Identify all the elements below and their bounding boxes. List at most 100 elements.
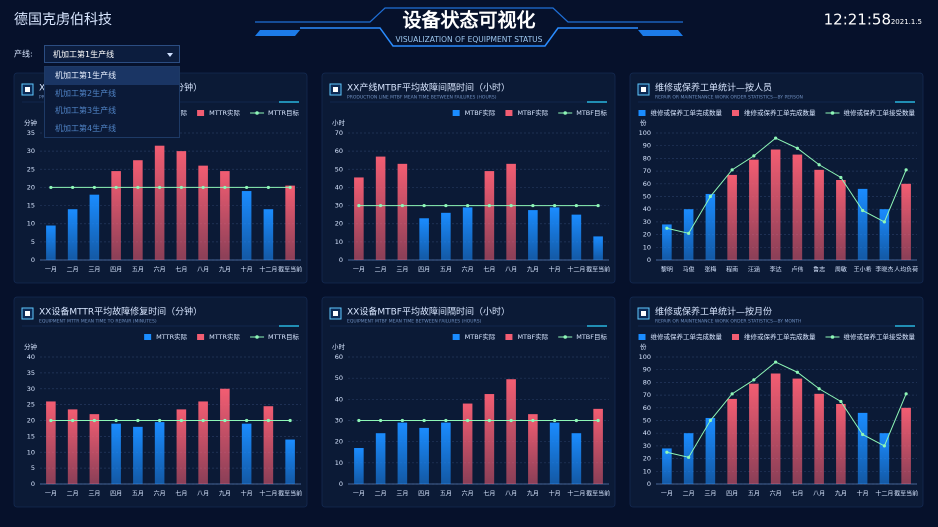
bar xyxy=(484,394,495,484)
x-tick-label: 截至当前 xyxy=(586,490,610,498)
x-tick-label: 马俊 xyxy=(683,266,695,274)
bar xyxy=(836,403,846,484)
bar xyxy=(549,422,560,484)
line-point xyxy=(861,208,865,213)
bar xyxy=(375,433,386,484)
line-point xyxy=(708,418,712,423)
bar xyxy=(285,439,295,484)
bar xyxy=(46,225,56,260)
bar xyxy=(549,207,560,260)
line-point xyxy=(904,168,908,172)
bar xyxy=(419,218,429,260)
legend-swatch xyxy=(732,110,739,116)
chart-subtitle: EQUIPMENT MTBF MEAN TIME BETWEEN FAILURE… xyxy=(347,319,482,325)
x-tick-label: 八月 xyxy=(197,267,209,274)
legend-swatch xyxy=(255,111,259,115)
bar xyxy=(462,207,473,260)
bar xyxy=(67,409,78,484)
bar xyxy=(285,185,295,260)
selector-option[interactable]: 机加工第2生产线 xyxy=(55,88,117,98)
x-tick-label: 十月 xyxy=(241,266,253,274)
legend-swatch xyxy=(197,334,205,340)
x-tick-label: 三月 xyxy=(88,267,100,274)
bar xyxy=(133,426,143,484)
y-tick-label: 35 xyxy=(27,369,35,377)
y-tick-label: 25 xyxy=(27,401,35,409)
x-tick-label: 截至当前 xyxy=(894,490,918,498)
line-point xyxy=(687,231,691,235)
legend-swatch xyxy=(255,335,259,339)
selector-option[interactable]: 机加工第3生产线 xyxy=(55,106,117,115)
chart-title: 维修或保养工单统计—按月份 xyxy=(655,306,772,318)
chart-subtitle: PRODUCTION LINE MTBF MEAN TIME BETWEEN F… xyxy=(347,95,497,101)
x-tick-label: 四月 xyxy=(726,491,738,498)
bar xyxy=(220,171,230,260)
line-point xyxy=(357,418,361,423)
selector-options: 机加工第1生产线 机加工第2生产线 机加工第3生产线 机加工第4生产线 xyxy=(44,66,180,138)
bar xyxy=(662,224,672,260)
y-tick-label: 50 xyxy=(335,374,343,382)
legend-label: MTTR实际 xyxy=(209,108,240,117)
x-tick-label: 二月 xyxy=(67,267,79,274)
bar xyxy=(154,145,165,260)
line-point xyxy=(201,185,205,190)
x-tick-label: 五月 xyxy=(132,491,144,498)
bar xyxy=(506,163,516,260)
y-axis-label: 小时 xyxy=(332,342,346,351)
x-tick-label: 七月 xyxy=(175,490,187,498)
line-point xyxy=(266,418,270,423)
y-tick-label: 30 xyxy=(335,202,343,210)
x-tick-label: 五月 xyxy=(440,491,452,498)
bar xyxy=(89,414,100,484)
line-point xyxy=(114,418,118,423)
x-tick-label: 十二月 xyxy=(875,490,893,498)
selector-option[interactable]: 机加工第1生产线 xyxy=(45,67,179,85)
legend-label: MTBF目标 xyxy=(576,108,607,117)
x-tick-label: 九月 xyxy=(527,490,539,498)
bar xyxy=(770,373,781,484)
line-selector[interactable]: 机加工第1生产线 xyxy=(44,45,180,63)
legend-label: MTBF实际 xyxy=(465,108,496,117)
bar xyxy=(879,433,890,484)
line-point xyxy=(708,194,712,199)
line-point xyxy=(158,418,162,423)
line-point xyxy=(400,203,404,208)
legend-swatch xyxy=(197,110,205,116)
bar xyxy=(462,403,473,484)
bar xyxy=(176,151,187,260)
chart-title: 维修或保养工单统计—按人员 xyxy=(655,82,772,94)
x-tick-label: 截至当前 xyxy=(278,490,302,498)
bar xyxy=(814,169,824,260)
y-tick-label: 30 xyxy=(643,442,651,450)
legend-label: MTBF目标 xyxy=(576,332,607,341)
chart-subtitle: REPAIR OR MAINTENANCE WORK ORDER STATIST… xyxy=(655,319,801,325)
y-tick-label: 25 xyxy=(27,165,35,173)
line-point xyxy=(266,185,270,190)
bar xyxy=(484,171,495,260)
panel-icon-dot xyxy=(25,87,30,92)
panel-icon-dot xyxy=(641,311,646,316)
y-tick-label: 30 xyxy=(643,218,651,226)
line-point xyxy=(49,185,53,190)
line-point xyxy=(596,203,600,208)
y-tick-label: 15 xyxy=(27,202,35,210)
line-point xyxy=(553,203,557,208)
line-point xyxy=(774,136,778,140)
line-point xyxy=(444,203,448,208)
line-point xyxy=(288,185,292,190)
bar xyxy=(154,422,165,484)
line-point xyxy=(466,203,470,208)
legend-swatch xyxy=(452,334,460,340)
line-point xyxy=(574,418,578,423)
line-point xyxy=(179,418,183,423)
clock: 12:21:58 xyxy=(824,11,891,29)
x-tick-label: 十二月 xyxy=(567,266,585,274)
x-tick-label: 九月 xyxy=(835,490,847,498)
bar xyxy=(857,412,868,484)
line-point xyxy=(509,418,513,423)
legend-swatch xyxy=(144,334,152,340)
selector-option[interactable]: 机加工第4生产线 xyxy=(55,123,117,133)
line-point xyxy=(92,418,96,423)
x-tick-label: 九月 xyxy=(219,266,231,274)
x-tick-label: 七月 xyxy=(483,490,495,498)
